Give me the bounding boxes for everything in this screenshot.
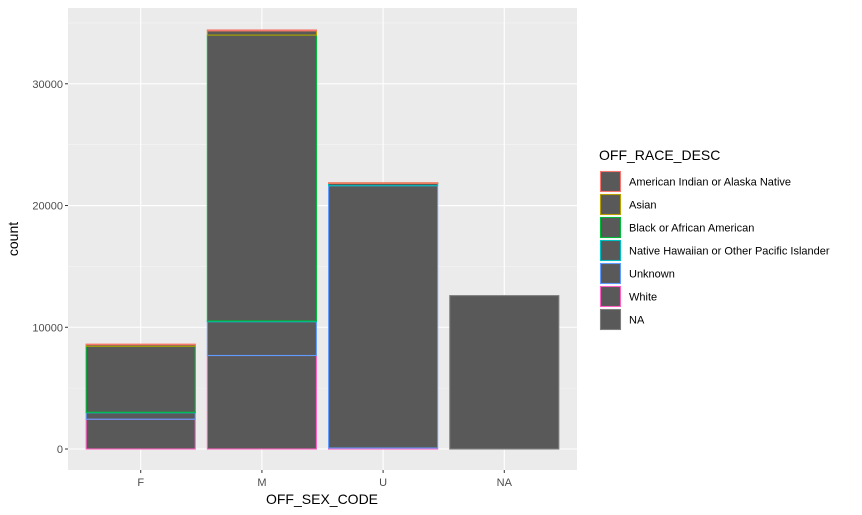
legend-key [599,216,622,239]
bar-segment [206,29,317,32]
bars [85,29,560,450]
x-tick-label: U [379,477,387,489]
bar-segment [85,418,196,450]
bar-segment [85,343,196,346]
legend-key [599,285,622,308]
bar-segment [449,295,560,450]
bar-segment [206,321,317,357]
x-axis-title: OFF_SEX_CODE [266,491,378,507]
bar-segment [85,412,196,420]
y-tick-label: 30000 [32,79,63,91]
legend-label: NA [629,315,645,327]
legend-label: American Indian or Alaska Native [629,177,791,189]
legend-label: Black or African American [629,223,754,235]
legend-key [599,170,622,193]
bar-segment [328,185,439,449]
y-tick-label: 0 [57,444,63,456]
legend-label: Unknown [629,269,675,281]
legend-label: White [629,292,657,304]
legend: OFF_RACE_DESC American Indian or Alaska … [599,147,830,331]
y-axis: 0 10000 20000 30000 [32,79,68,456]
x-tick-label: NA [497,477,513,489]
legend-key [599,193,622,216]
y-tick-label: 10000 [32,322,63,334]
legend-key [599,308,622,331]
bar-segment [206,30,317,36]
legend-label: Asian [629,200,657,212]
y-tick-label: 20000 [32,201,63,213]
x-tick-label: F [137,477,144,489]
x-tick-label: M [257,477,266,489]
legend-key [599,239,622,262]
bar-segment [206,354,317,450]
bar-segment [85,345,196,413]
legend-label: Native Hawaiian or Other Pacific Islande… [629,246,830,258]
x-axis: F M U NA [137,470,513,489]
y-axis-title: count [5,222,21,256]
bar-segment [328,182,439,184]
bar-segment [206,34,317,322]
legend-key [599,262,622,285]
legend-title: OFF_RACE_DESC [599,147,720,163]
